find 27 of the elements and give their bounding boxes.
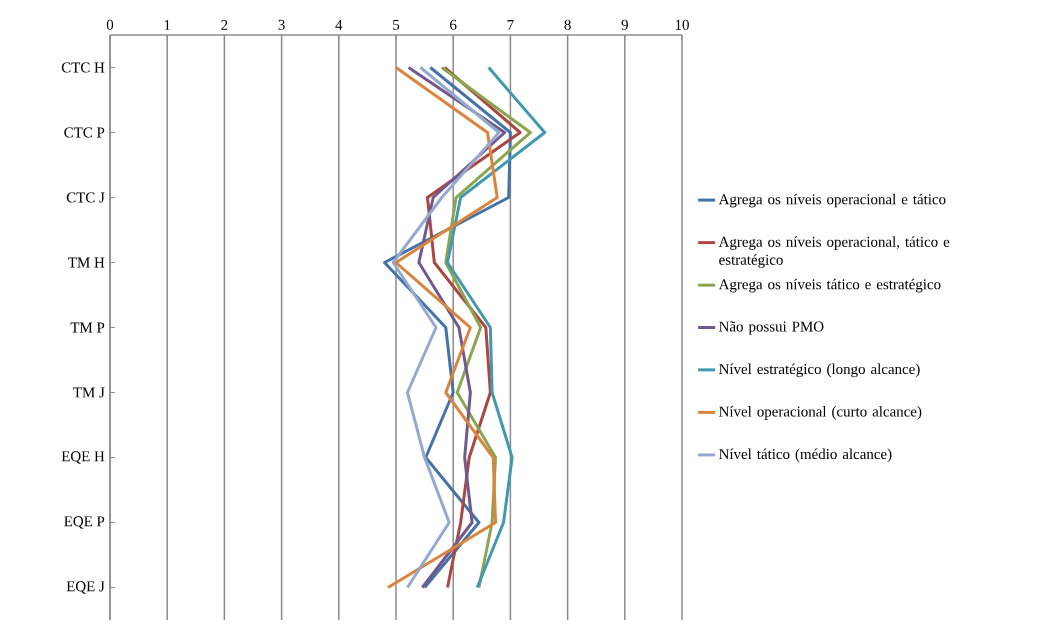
legend-label: Nível tático (médio alcance) <box>719 448 892 463</box>
legend-label: Agrega os níveis tático e estratégico <box>718 278 941 293</box>
y-tick-label: CTC H <box>61 62 105 73</box>
x-tick-label: 4 <box>335 19 343 30</box>
y-tick-label: EQE H <box>61 451 105 464</box>
x-tick-label: 7 <box>507 20 514 30</box>
legend-label: Agrega os níveis operacional, tático e estratégico <box>718 236 950 268</box>
x-tick-label: 9 <box>621 19 628 30</box>
y-tick-label: CTC J <box>66 192 105 203</box>
x-tick-label: 10 <box>675 19 689 30</box>
y-tick-label: EQE J <box>66 581 105 594</box>
legend-label: Nível operacional (curto alcance) <box>719 406 922 420</box>
legend-label: Não possui PMO <box>719 321 824 335</box>
x-tick-label: 0 <box>106 19 114 30</box>
y-tick-label: TM P <box>70 322 105 333</box>
x-tick-label: 2 <box>221 19 228 30</box>
legend-label: Agrega os níveis operacional e tático <box>718 193 946 208</box>
y-tick-label: EQE P <box>64 516 105 529</box>
y-tick-label: TM J <box>73 387 105 398</box>
x-tick-label: 8 <box>564 19 571 30</box>
y-tick-label: CTC P <box>64 127 105 138</box>
x-tick-label: 5 <box>393 19 400 30</box>
legend-label: Nível estratégico (longo alcance) <box>719 363 920 378</box>
y-tick-label: TM H <box>68 257 105 268</box>
x-tick-label: 1 <box>164 19 171 30</box>
x-tick-label: 6 <box>450 19 457 30</box>
x-tick-label: 3 <box>278 19 285 30</box>
